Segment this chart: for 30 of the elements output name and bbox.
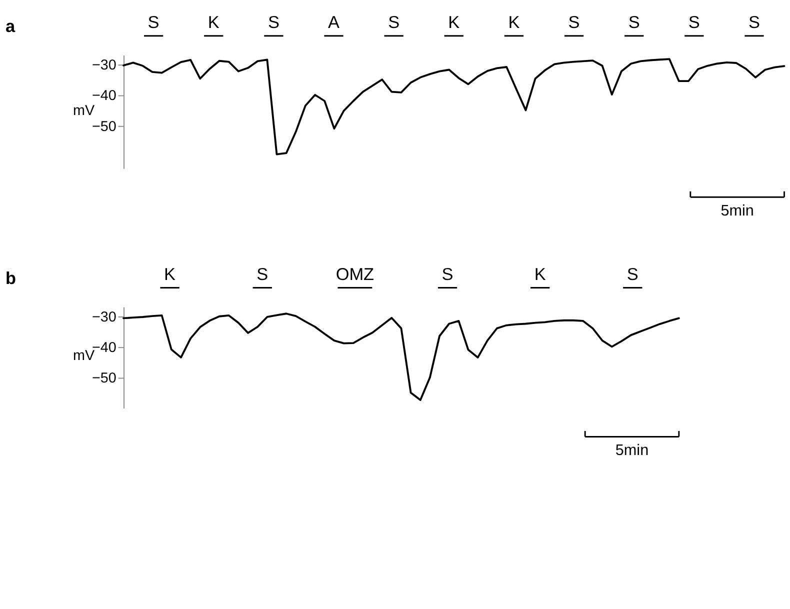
text: S xyxy=(628,12,640,32)
y-tick-label: −30 xyxy=(92,309,116,326)
text: S xyxy=(748,12,760,32)
text: K xyxy=(164,264,176,284)
line-series xyxy=(122,312,680,401)
text: S xyxy=(688,12,700,32)
y-axis-title: mV xyxy=(73,103,95,120)
chart-title: a xyxy=(6,16,16,36)
text: S xyxy=(256,264,268,284)
chart-title: b xyxy=(6,268,16,288)
text: S xyxy=(148,12,160,32)
y-tick-label: −30 xyxy=(92,58,116,74)
text: 5min xyxy=(615,442,649,459)
y-axis-title: mV xyxy=(73,348,95,364)
text: K xyxy=(534,264,546,284)
y-tick-label: −40 xyxy=(92,88,116,104)
text: OMZ xyxy=(336,264,374,284)
line-series xyxy=(122,58,786,156)
text: A xyxy=(328,12,340,32)
text: 5min xyxy=(720,202,754,220)
text: K xyxy=(508,12,520,32)
text: S xyxy=(442,264,454,284)
y-tick-label: −50 xyxy=(92,118,116,135)
text: S xyxy=(626,264,638,284)
text: K xyxy=(448,12,460,32)
text: K xyxy=(208,12,220,32)
y-tick-label: −50 xyxy=(92,370,116,387)
text: S xyxy=(388,12,400,32)
text: S xyxy=(268,12,280,32)
text: S xyxy=(568,12,580,32)
